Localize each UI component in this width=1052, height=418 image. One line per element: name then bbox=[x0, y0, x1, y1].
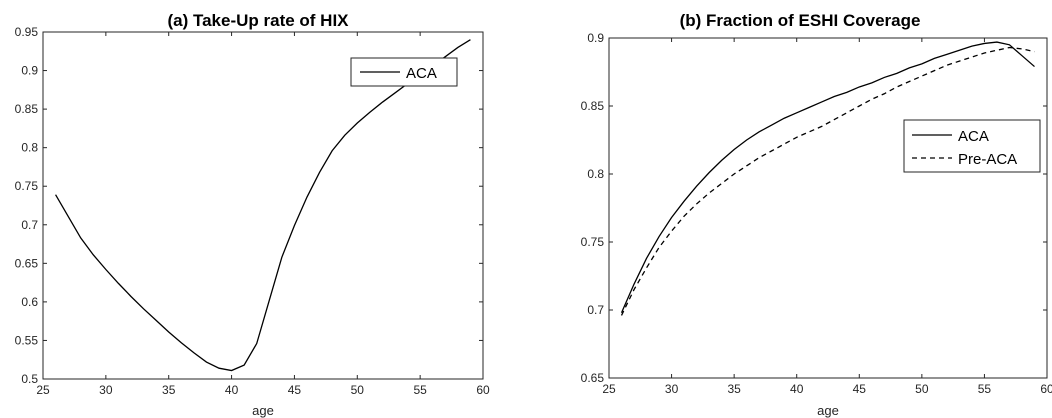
x-tick-label: 30 bbox=[99, 383, 113, 397]
legend: ACA Pre-ACA bbox=[903, 119, 1041, 173]
legend: ACA bbox=[350, 57, 458, 87]
x-tick-label: 45 bbox=[288, 383, 302, 397]
x-tick-label: 45 bbox=[853, 382, 867, 396]
tick-layer: 25 30 35 40 45 50 55 60 0.65 0.7 0.75 0.8 0.85 0.9 bbox=[581, 31, 1052, 396]
y-tick-label: 0.9 bbox=[587, 31, 604, 45]
x-tick-label: 55 bbox=[413, 383, 427, 397]
x-tick-label: 30 bbox=[665, 382, 679, 396]
y-tick-label: 0.65 bbox=[15, 256, 39, 270]
y-tick-label: 0.9 bbox=[21, 64, 38, 78]
y-tick-label: 0.7 bbox=[21, 218, 38, 232]
x-axis-label: age bbox=[817, 403, 839, 418]
y-tick-label: 0.8 bbox=[21, 141, 38, 155]
panel-eshi-coverage: (b) Fraction of ESHI Coverage 25 30 35 40 45… bbox=[581, 11, 1052, 418]
chart-title: (a) Take-Up rate of HIX bbox=[167, 11, 349, 30]
x-axis-label: age bbox=[252, 403, 274, 418]
y-tick-label: 0.5 bbox=[21, 372, 38, 386]
x-tick-label: 60 bbox=[476, 383, 490, 397]
y-tick-label: 0.8 bbox=[587, 167, 604, 181]
tick-layer: 25 30 35 40 45 50 55 60 0.5 0.55 0.6 0.65 0.7 0.75 0.8… bbox=[15, 25, 490, 397]
chart-title: (b) Fraction of ESHI Coverage bbox=[680, 11, 921, 30]
legend-label-pre-aca: Pre-ACA bbox=[958, 151, 1017, 168]
x-tick-label: 50 bbox=[351, 383, 365, 397]
x-tick-label: 40 bbox=[790, 382, 804, 396]
plot-area bbox=[608, 37, 1048, 379]
y-tick-label: 0.65 bbox=[581, 371, 605, 385]
series-line-aca bbox=[55, 39, 471, 372]
series-layer bbox=[620, 41, 1035, 316]
x-tick-label: 40 bbox=[225, 383, 239, 397]
y-tick-label: 0.85 bbox=[15, 102, 39, 116]
x-tick-label: 35 bbox=[727, 382, 741, 396]
y-tick-label: 0.75 bbox=[581, 235, 605, 249]
x-tick-label: 25 bbox=[602, 382, 616, 396]
y-tick-label: 0.85 bbox=[581, 99, 605, 113]
legend-label-aca: ACA bbox=[406, 65, 437, 82]
y-tick-label: 0.55 bbox=[15, 333, 39, 347]
series-line-pre-aca bbox=[620, 46, 1035, 316]
x-tick-label: 25 bbox=[36, 383, 50, 397]
x-tick-label: 55 bbox=[978, 382, 992, 396]
x-tick-label: 60 bbox=[1040, 382, 1052, 396]
panel-take-up-rate: (a) Take-Up rate of HIX 25 30 35 40 45 50 55 60… bbox=[15, 11, 490, 418]
y-tick-label: 0.95 bbox=[15, 25, 39, 39]
x-tick-label: 35 bbox=[162, 383, 176, 397]
legend-label-aca: ACA bbox=[958, 128, 989, 145]
series-layer bbox=[55, 39, 471, 372]
y-tick-label: 0.7 bbox=[587, 303, 604, 317]
y-tick-label: 0.75 bbox=[15, 179, 39, 193]
legend-box bbox=[903, 119, 1041, 173]
series-line-aca bbox=[620, 41, 1035, 313]
y-tick-label: 0.6 bbox=[21, 295, 38, 309]
x-tick-label: 50 bbox=[915, 382, 929, 396]
